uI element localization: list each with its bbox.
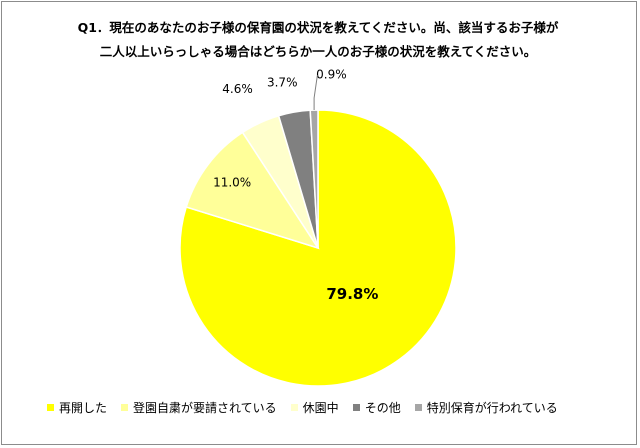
legend-label-attendance-restraint: 登園自粛が要請されている [133,400,277,415]
legend-item-other: その他 [352,399,401,416]
legend-item-special-care: 特別保育が行われている [414,399,558,416]
data-label-attendance-restraint: 11.0% [213,176,251,190]
chart-title: Q1．現在のあなたのお子様の保育園の状況を教えてください。尚、該当するお子様が … [0,16,636,64]
legend-label-other: その他 [364,400,401,415]
pie-slice-special-care [309,109,319,249]
chart-title-line-1: Q1．現在のあなたのお子様の保育園の状況を教えてください。尚、該当するお子様が [77,20,559,35]
legend-item-closed: 休園中 [290,399,339,416]
chart-title-line-2: 二人以上いらっしゃる場合はどちらか一人のお子様の状況を教えてください。 [99,44,537,59]
legend-swatch-special-care [414,403,422,411]
data-label-closed: 4.6% [222,82,253,96]
legend-item-reopened: 再開した [47,399,107,416]
data-label-reopened: 79.8% [326,285,378,303]
legend-swatch-attendance-restraint [121,403,129,411]
legend-swatch-other [352,403,360,411]
legend-label-special-care: 特別保育が行われている [426,400,558,415]
legend-label-reopened: 再開した [59,400,108,415]
legend-item-attendance-restraint: 登園自粛が要請されている [121,399,277,416]
legend-label-closed: 休園中 [302,400,339,415]
legend-swatch-closed [290,403,298,411]
pie-slice-attendance-restraint [185,131,320,250]
leader-line-special-care [313,75,318,111]
data-label-special-care: 0.9% [316,68,347,82]
legend: 再開した 登園自粛が要請されている 休園中 その他 特別保育が行われている [47,398,572,416]
legend-swatch-reopened [47,403,54,411]
data-label-other: 3.7% [267,75,298,89]
